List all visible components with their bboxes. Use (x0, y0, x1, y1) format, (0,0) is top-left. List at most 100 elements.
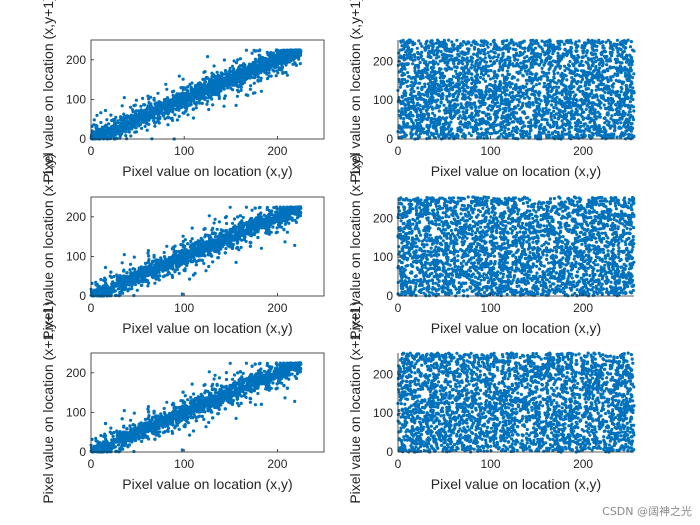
data-point (627, 135, 631, 139)
data-point (619, 90, 623, 94)
data-point (222, 58, 226, 62)
data-point (511, 134, 515, 138)
data-point (625, 129, 629, 133)
data-point (552, 72, 556, 76)
data-point (174, 93, 179, 97)
data-point (471, 40, 475, 44)
data-point (454, 69, 458, 73)
data-point (416, 86, 420, 90)
data-point (539, 123, 543, 127)
data-point (431, 107, 435, 111)
data-point (251, 69, 255, 73)
data-point (175, 98, 179, 102)
data-point (602, 103, 606, 107)
data-point (432, 73, 436, 77)
data-point (628, 53, 632, 57)
data-point (426, 45, 430, 49)
x-axis-label-p11: Pixel value on location (x,y) (122, 163, 292, 179)
data-point (228, 77, 232, 81)
data-point (497, 108, 501, 112)
data-point (254, 73, 258, 77)
data-point (450, 40, 454, 44)
data-point (563, 68, 567, 73)
data-point (585, 51, 589, 55)
data-point (482, 110, 486, 114)
data-point (557, 42, 562, 46)
data-point (625, 90, 629, 94)
data-point (210, 71, 214, 75)
data-point (525, 82, 529, 86)
data-point (567, 85, 571, 89)
data-point (252, 66, 256, 70)
data-point (426, 92, 430, 96)
data-point (483, 47, 487, 52)
data-point (110, 118, 114, 123)
data-point (598, 66, 602, 70)
data-point (486, 74, 491, 78)
data-point (150, 105, 154, 109)
data-point (124, 134, 128, 138)
data-point (448, 81, 452, 85)
data-point (218, 81, 222, 85)
data-point (443, 111, 447, 115)
data-point (496, 123, 500, 127)
data-point (540, 66, 544, 70)
data-point (231, 73, 235, 77)
data-point (523, 69, 528, 73)
data-point (130, 119, 134, 123)
data-point (99, 120, 103, 125)
data-point (282, 52, 286, 56)
data-point (518, 107, 522, 111)
data-point (505, 58, 509, 62)
data-point (511, 87, 516, 91)
data-point (249, 84, 253, 88)
data-point (413, 66, 417, 70)
data-point (549, 111, 553, 115)
data-point (629, 40, 634, 44)
data-point (438, 104, 442, 108)
data-point (484, 88, 488, 92)
data-point (402, 102, 406, 106)
data-point (229, 86, 233, 90)
data-point (461, 92, 465, 96)
data-point (146, 104, 150, 108)
data-point (511, 120, 516, 124)
data-point (578, 128, 582, 132)
data-point (442, 38, 446, 43)
data-point (612, 129, 617, 133)
data-point (122, 112, 126, 116)
data-point (569, 117, 573, 121)
data-point (521, 130, 525, 134)
data-point (590, 107, 594, 111)
data-point (622, 49, 626, 54)
points-p11 (89, 48, 303, 141)
data-point (409, 135, 413, 139)
data-point (435, 129, 439, 133)
data-point (527, 132, 532, 136)
data-point (607, 124, 611, 128)
data-point (466, 71, 470, 75)
data-point (136, 121, 140, 126)
data-point (527, 96, 532, 100)
data-point (622, 124, 626, 128)
data-point (469, 115, 473, 119)
data-point (278, 67, 282, 72)
data-point (575, 124, 579, 128)
data-point (501, 51, 505, 55)
data-point (416, 101, 420, 105)
data-point (293, 61, 297, 65)
data-point (223, 94, 227, 98)
data-point (206, 55, 210, 59)
data-point (536, 52, 540, 56)
x-tick-label: 200 (267, 144, 287, 158)
data-point (269, 65, 273, 69)
data-point (488, 59, 493, 63)
data-point (542, 131, 546, 135)
data-point (103, 108, 108, 113)
data-point (560, 79, 564, 83)
data-point (448, 115, 452, 119)
data-point (519, 61, 523, 65)
data-point (474, 118, 478, 122)
data-point (510, 129, 514, 133)
